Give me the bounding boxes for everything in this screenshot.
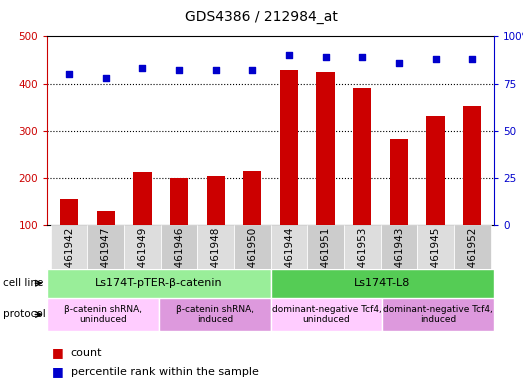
FancyBboxPatch shape [308, 225, 344, 269]
FancyBboxPatch shape [161, 225, 197, 269]
Text: cell line: cell line [3, 278, 43, 288]
FancyBboxPatch shape [47, 298, 159, 331]
Text: dominant-negative Tcf4,
induced: dominant-negative Tcf4, induced [383, 305, 493, 324]
Text: Ls174T-L8: Ls174T-L8 [354, 278, 411, 288]
FancyBboxPatch shape [454, 225, 491, 269]
Point [175, 67, 183, 73]
FancyBboxPatch shape [87, 225, 124, 269]
Bar [170, 178, 188, 272]
Point [65, 71, 73, 77]
Text: GSM461947: GSM461947 [101, 227, 111, 290]
Text: β-catenin shRNA,
induced: β-catenin shRNA, induced [176, 305, 254, 324]
Point [101, 75, 110, 81]
Point [285, 52, 293, 58]
FancyBboxPatch shape [197, 225, 234, 269]
Bar [243, 170, 262, 272]
Point [248, 67, 256, 73]
FancyBboxPatch shape [51, 225, 87, 269]
Text: GSM461944: GSM461944 [284, 227, 294, 290]
Text: dominant-negative Tcf4,
uninduced: dominant-negative Tcf4, uninduced [271, 305, 381, 324]
Point [322, 54, 330, 60]
FancyBboxPatch shape [271, 225, 308, 269]
Text: GSM461952: GSM461952 [467, 227, 477, 290]
Point [138, 65, 146, 71]
FancyBboxPatch shape [382, 298, 494, 331]
Text: GSM461951: GSM461951 [321, 227, 331, 290]
Bar [353, 88, 371, 272]
Text: GSM461953: GSM461953 [357, 227, 367, 290]
Text: GSM461943: GSM461943 [394, 227, 404, 290]
Text: count: count [71, 348, 102, 358]
Text: ■: ■ [52, 346, 64, 359]
Bar [207, 176, 225, 272]
Bar [280, 70, 298, 272]
FancyBboxPatch shape [381, 225, 417, 269]
Point [211, 67, 220, 73]
Text: percentile rank within the sample: percentile rank within the sample [71, 367, 258, 377]
Text: protocol: protocol [3, 310, 46, 319]
Text: Ls174T-pTER-β-catenin: Ls174T-pTER-β-catenin [95, 278, 223, 288]
Text: GSM461949: GSM461949 [138, 227, 147, 290]
Text: GSM461942: GSM461942 [64, 227, 74, 290]
Bar [97, 210, 115, 272]
Point [358, 54, 367, 60]
Bar [60, 199, 78, 272]
FancyBboxPatch shape [124, 225, 161, 269]
Point [468, 56, 476, 62]
Text: β-catenin shRNA,
uninduced: β-catenin shRNA, uninduced [64, 305, 142, 324]
Text: GSM461945: GSM461945 [430, 227, 440, 290]
Bar [390, 139, 408, 272]
FancyBboxPatch shape [234, 225, 271, 269]
Text: ■: ■ [52, 365, 64, 378]
FancyBboxPatch shape [159, 298, 271, 331]
FancyBboxPatch shape [271, 269, 494, 298]
Point [431, 56, 440, 62]
Text: GSM461948: GSM461948 [211, 227, 221, 290]
FancyBboxPatch shape [271, 298, 382, 331]
FancyBboxPatch shape [47, 269, 271, 298]
Bar [133, 172, 152, 272]
FancyBboxPatch shape [344, 225, 381, 269]
Bar [426, 116, 445, 272]
Text: GDS4386 / 212984_at: GDS4386 / 212984_at [185, 10, 338, 23]
Bar [316, 72, 335, 272]
Point [395, 60, 403, 66]
Text: GSM461946: GSM461946 [174, 227, 184, 290]
FancyBboxPatch shape [417, 225, 454, 269]
Text: GSM461950: GSM461950 [247, 227, 257, 290]
Bar [463, 106, 481, 272]
